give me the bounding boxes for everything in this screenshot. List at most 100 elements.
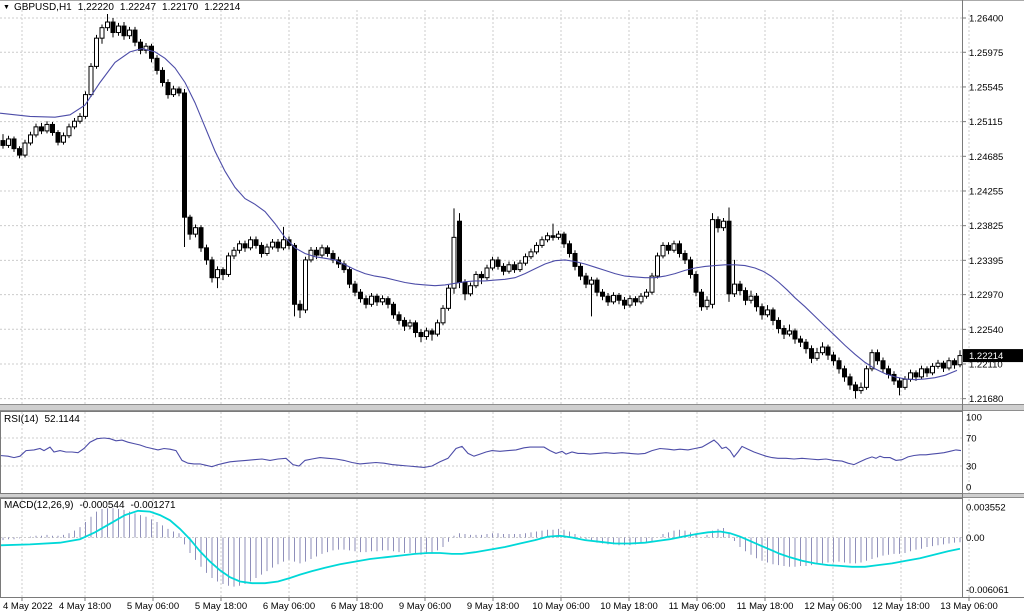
candle-body [567,243,572,254]
candle-body [501,265,506,272]
candle-body [94,37,99,67]
candle-body [561,233,567,245]
candle-body [754,295,759,308]
candle-body [781,327,787,335]
macd-panel[interactable] [0,508,962,587]
candle-body [622,299,627,306]
symbol-title: ▼ GBPUSD,H1 1.22220 1.22247 1.22170 1.22214 [3,2,246,13]
ohlc-open: 1.22220 [77,2,114,13]
candle-body [154,57,160,71]
candle-body [924,368,930,374]
candle-body [424,330,429,338]
candle-body [919,368,924,378]
candle-body [138,41,143,51]
macd-axis[interactable]: 0.003552 0.00 -0.006061 [966,502,1009,596]
candle-body [28,134,33,144]
candle-body [820,346,825,354]
rsi-axis-label: 70 [966,434,977,445]
time-axis[interactable]: 4 May 2022 4 May 18:00 5 May 06:00 5 May 18… [3,598,998,612]
candle-body [270,241,275,248]
panel-separator[interactable] [0,404,1024,411]
candle-body [737,283,743,292]
macd-panel-border [0,498,963,598]
candle-body [314,249,319,256]
candle-body [127,29,132,37]
time-axis-label: 6 May 18:00 [331,601,383,612]
panel-separator[interactable] [0,493,1024,498]
candle-body [259,244,264,254]
rsi-axis[interactable]: 100 70 30 0 [966,413,982,494]
candle-body [275,241,281,249]
candle-body [545,235,550,241]
candle-body [847,376,853,386]
price-axis-label: 1.23825 [969,221,1003,232]
macd-axis-label: -0.006061 [966,585,1009,596]
candle-body [226,255,231,275]
time-axis-label: 12 May 06:00 [804,601,862,612]
candle-body [193,227,198,235]
candle-body [105,21,110,29]
candle-body [369,295,374,305]
candle-body [88,65,94,96]
price-axis-label: 1.26400 [969,14,1003,25]
candle-body [792,330,798,340]
candle-body [22,142,28,156]
macd-signal-line [0,509,961,585]
candle-body [479,273,484,279]
candle-body [809,348,814,359]
macd-indicator-label: MACD(12,26,9) -0.000544 -0.001271 [4,500,182,511]
rsi-axis-label: 100 [966,413,982,424]
price-axis-label: 1.25115 [969,117,1003,128]
candle-body [55,132,61,143]
candle-body [325,247,330,254]
candle-body [33,126,39,136]
candle-body [638,295,644,303]
candle-body [649,275,655,293]
current-price-tag [963,349,1023,363]
symbol-dropdown-icon[interactable]: ▼ [3,4,10,11]
candle-body [204,247,209,261]
price-chart-panel[interactable] [0,13,963,399]
candle-body [358,291,363,300]
candle-body [875,352,880,362]
candle-body [165,82,171,96]
candle-body [759,306,765,316]
candle-body [517,262,523,271]
candle-body [215,269,220,279]
candle-body [952,360,957,366]
candle-body [611,294,616,303]
rsi-panel[interactable] [0,437,962,468]
candle-body [605,295,611,303]
candle-body [220,269,226,275]
candle-body [666,244,671,251]
candle-body [182,92,187,218]
candle-body [440,307,446,324]
candle-body [352,283,358,293]
candle-body [930,365,935,374]
macd-name: MACD(12,26,9) [4,500,74,511]
candle-body [836,360,842,370]
price-axis-label: 1.22540 [969,325,1003,336]
candle-body [550,235,556,238]
candle-body [77,115,83,122]
candle-body [770,309,776,321]
candle-body [297,303,303,311]
candle-body [0,140,6,146]
candle-body [869,352,875,370]
candle-body [347,269,352,285]
candle-body [484,267,490,279]
price-axis[interactable]: 1.26400 1.25975 1.25545 1.25115 1.24685 1.242… [962,14,1023,406]
candle-body [253,239,259,246]
candle-body [897,380,902,388]
candle-body [490,259,495,269]
candle-body [462,282,468,295]
candle-body [831,354,836,362]
time-axis-label: 9 May 18:00 [467,601,519,612]
candle-body [699,291,704,308]
candle-body [99,27,105,39]
candle-body [292,244,297,305]
candle-body [495,259,501,267]
candle-body [534,244,539,253]
